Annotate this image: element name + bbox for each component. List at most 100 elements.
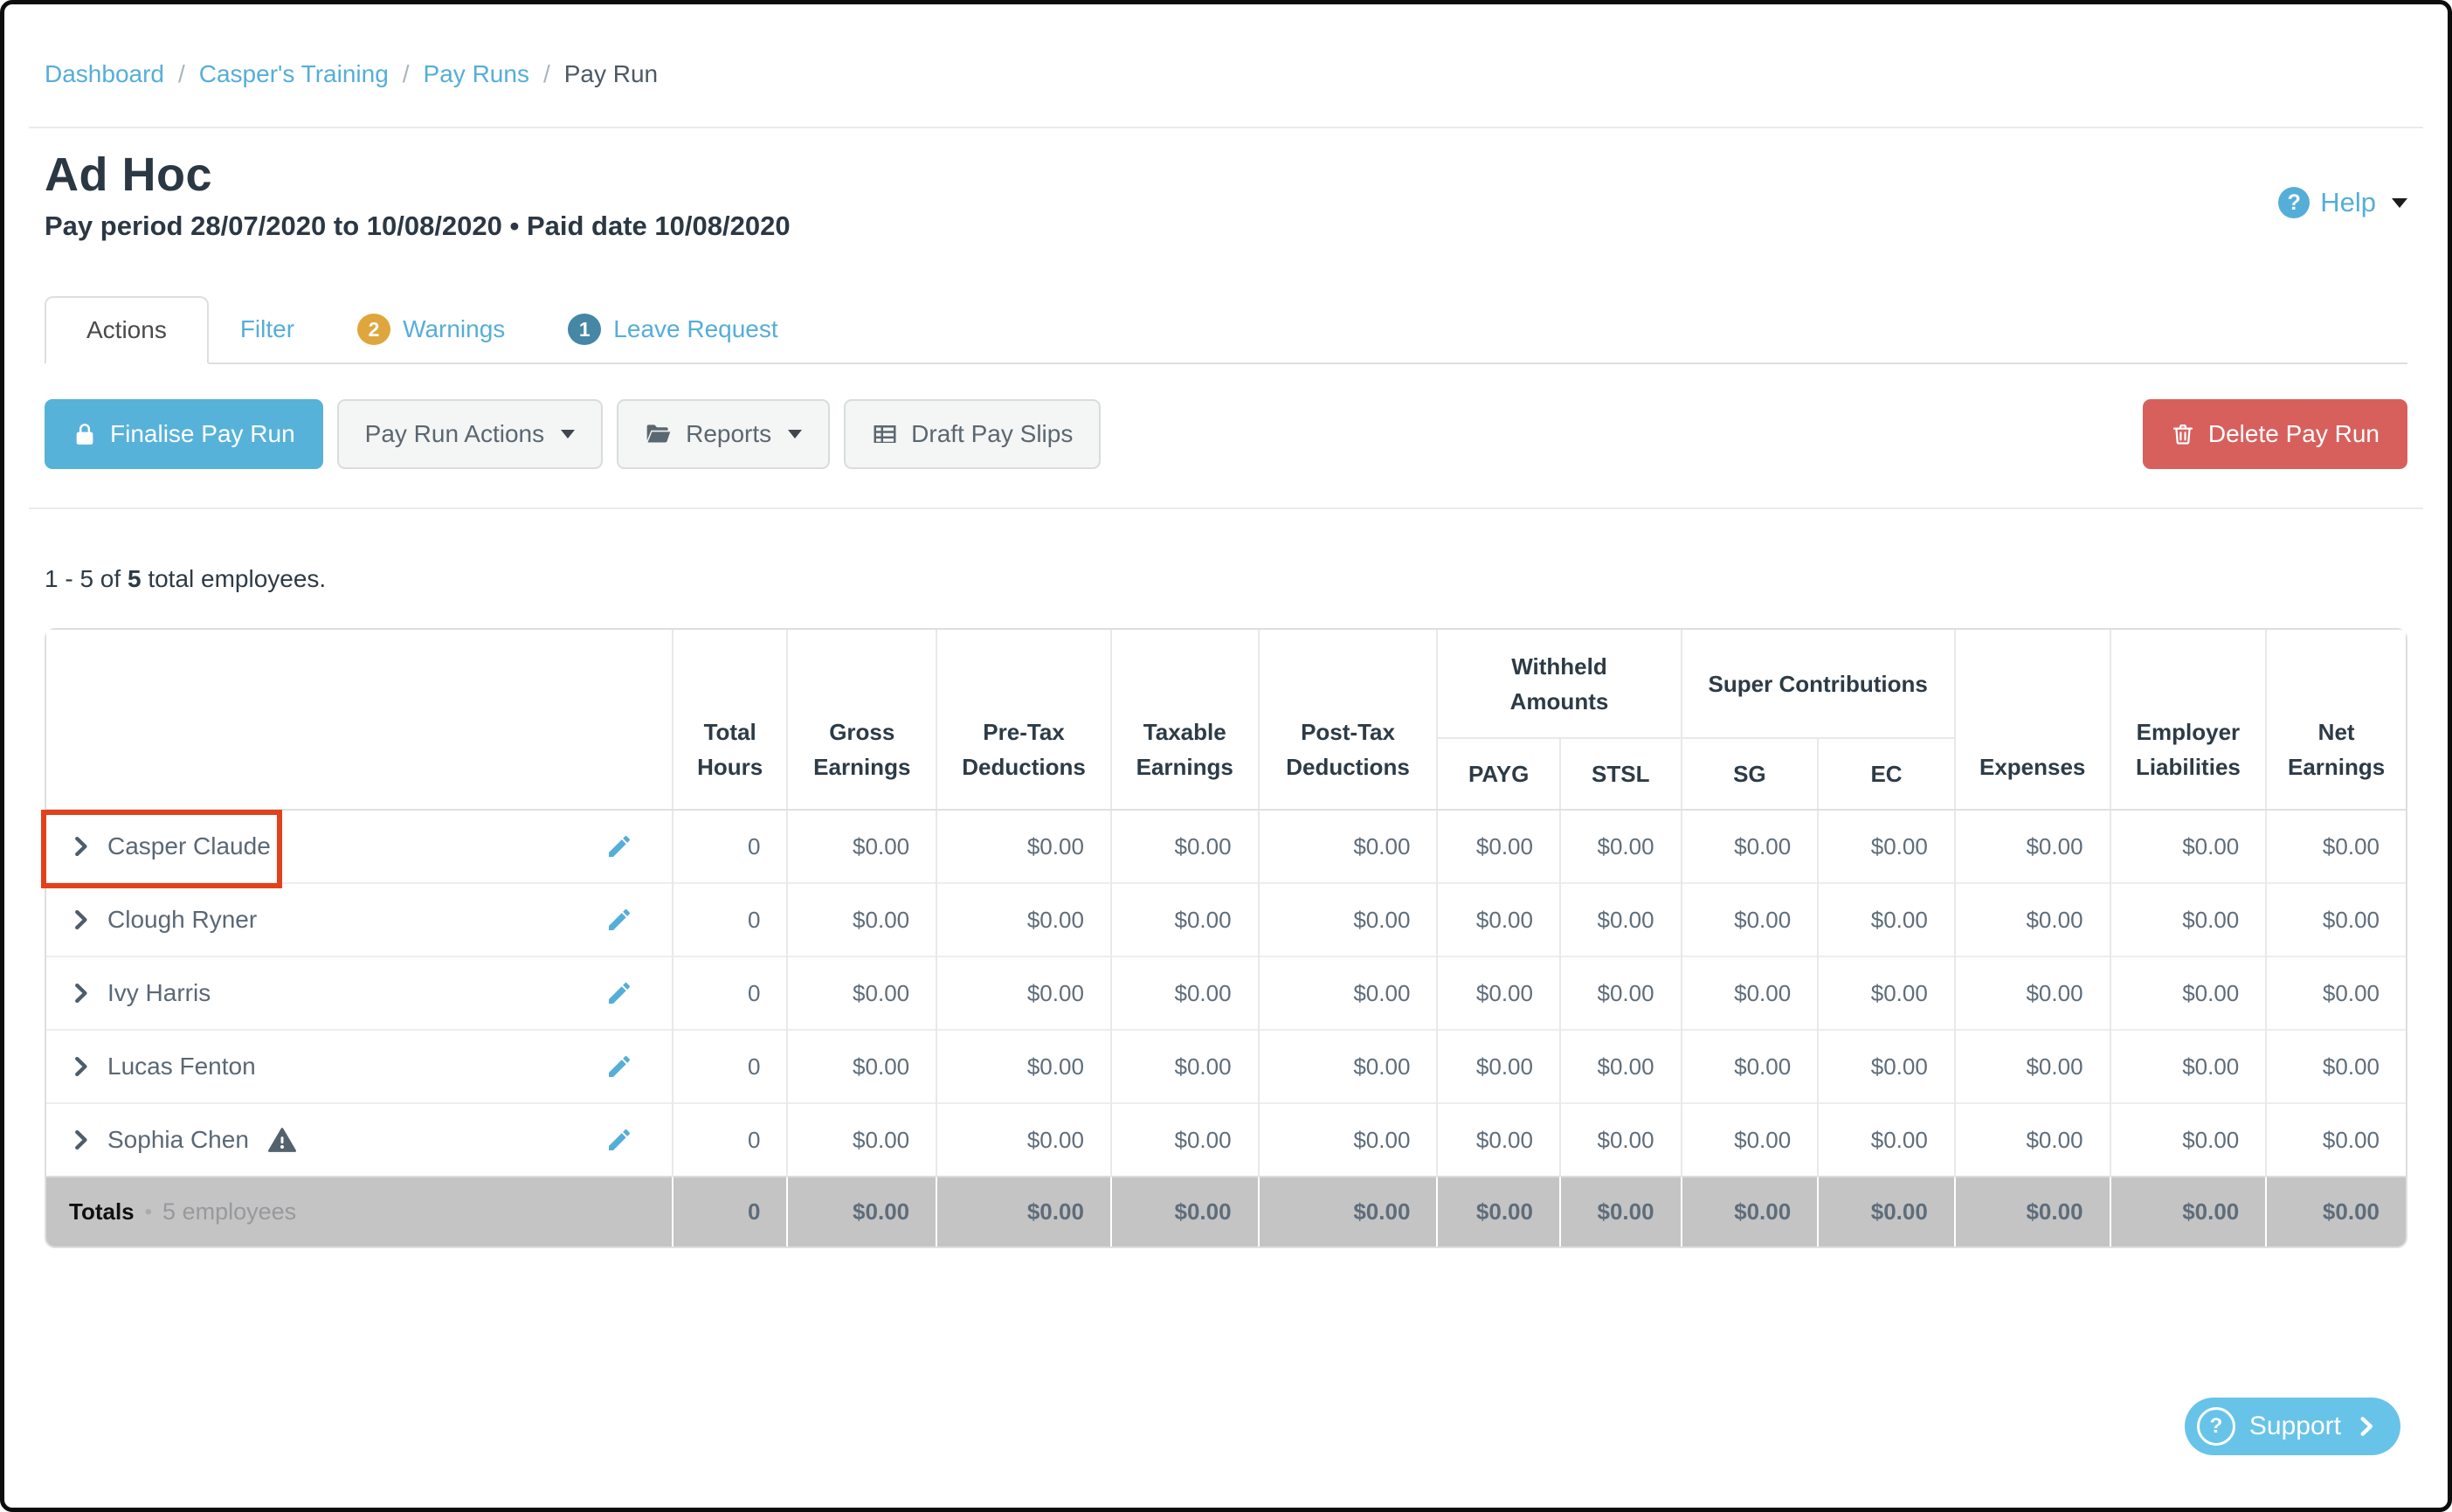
edit-employee-icon[interactable]	[605, 1126, 633, 1154]
value-cell-post-tax-deductions: $0.00	[1257, 1029, 1438, 1103]
value-cell-payg: $0.00	[1436, 1102, 1560, 1177]
employee-name[interactable]: Ivy Harris	[107, 979, 211, 1006]
employee-name-cell: Casper Claude	[46, 810, 673, 883]
value-cell-post-tax-deductions: $0.00	[1257, 1102, 1438, 1177]
employee-name[interactable]: Lucas Fenton	[107, 1053, 256, 1080]
value-cell-total-hours: 0	[671, 810, 788, 883]
value-cell-ec: $0.00	[1817, 882, 1955, 956]
value-cell-net-earnings: $0.00	[2265, 1102, 2406, 1177]
value-cell-net-earnings: $0.00	[2265, 810, 2406, 883]
table-row: Clough Ryner 0 $0.00 $0.00 $0.00 $0.00 $0.00 $0…	[46, 882, 2406, 956]
value-cell-expenses: $0.00	[1953, 1102, 2110, 1177]
totals-value-cell-post-tax-deductions: $0.00	[1257, 1176, 1438, 1246]
tab-label: Filter	[239, 315, 295, 342]
expand-row-icon[interactable]	[69, 835, 92, 858]
value-cell-sg: $0.00	[1680, 882, 1819, 956]
totals-employee-count: 5 employees	[162, 1198, 297, 1225]
column-header-employer-liabilities: Employer Liabilities	[2109, 630, 2267, 811]
tab-leave-request[interactable]: 1 Leave Request	[536, 296, 809, 362]
chevron-down-icon	[561, 430, 576, 438]
value-cell-net-earnings: $0.00	[2265, 882, 2406, 956]
value-cell-taxable-earnings: $0.00	[1109, 1102, 1259, 1177]
totals-label-cell: Totals • 5 employees	[46, 1176, 673, 1246]
value-cell-pre-tax-deductions: $0.00	[936, 1102, 1111, 1177]
value-cell-employer-liabilities: $0.00	[2109, 1029, 2267, 1103]
trash-icon	[2172, 424, 2193, 445]
column-header-ec: EC	[1817, 738, 1955, 811]
value-cell-employer-liabilities: $0.00	[2109, 882, 2267, 956]
totals-value-cell-taxable-earnings: $0.00	[1109, 1176, 1259, 1246]
totals-value-cell-payg: $0.00	[1436, 1176, 1560, 1246]
totals-value-cell-expenses: $0.00	[1953, 1176, 2110, 1246]
totals-row-container: Totals • 5 employees 0 $0.00 $0.00 $0.00 $0.00 $…	[46, 1176, 2406, 1246]
value-cell-ec: $0.00	[1817, 810, 1955, 883]
employee-column-header	[46, 630, 673, 811]
value-cell-post-tax-deductions: $0.00	[1257, 882, 1438, 956]
breadcrumb-item-pay-runs[interactable]: Pay Runs	[423, 60, 529, 87]
tab-actions[interactable]: Actions	[45, 296, 209, 364]
toolbar: Finalise Pay Run Pay Run Actions Reports…	[45, 399, 2407, 469]
tab-filter[interactable]: Filter	[209, 296, 326, 362]
help-menu[interactable]: Help	[2278, 163, 2407, 242]
value-cell-taxable-earnings: $0.00	[1109, 1029, 1259, 1103]
totals-value-cell-total-hours: 0	[671, 1176, 788, 1246]
value-cell-gross-earnings: $0.00	[786, 810, 937, 883]
expand-row-icon[interactable]	[69, 982, 92, 1005]
value-cell-taxable-earnings: $0.00	[1109, 956, 1259, 1030]
value-cell-gross-earnings: $0.00	[786, 882, 937, 956]
employee-name[interactable]: Clough Ryner	[107, 906, 258, 933]
edit-employee-icon[interactable]	[605, 979, 633, 1007]
warnings-count-badge: 2	[357, 314, 391, 345]
value-cell-total-hours: 0	[671, 882, 788, 956]
tab-warnings[interactable]: 2 Warnings	[326, 296, 536, 362]
support-label: Support	[2248, 1412, 2341, 1440]
value-cell-total-hours: 0	[671, 956, 788, 1030]
header-divider	[29, 127, 2423, 128]
totals-value-cell-stsl: $0.00	[1558, 1176, 1682, 1246]
totals-label: Totals	[69, 1198, 135, 1225]
support-question-icon	[2196, 1407, 2235, 1446]
employee-name-cell: Lucas Fenton	[46, 1029, 673, 1103]
breadcrumb-separator: /	[542, 60, 550, 87]
value-cell-sg: $0.00	[1680, 810, 1819, 883]
value-cell-pre-tax-deductions: $0.00	[936, 1029, 1111, 1103]
totals-value-cell-ec: $0.00	[1817, 1176, 1955, 1246]
table-row: Sophia Chen 0 $0.00 $0.00 $0.00 $0.00 $0.00 $0.…	[46, 1102, 2406, 1177]
support-button[interactable]: Support	[2184, 1398, 2400, 1455]
employee-name[interactable]: Casper Claude	[107, 832, 271, 860]
column-header-gross-earnings: Gross Earnings	[786, 630, 937, 811]
value-cell-stsl: $0.00	[1558, 882, 1682, 956]
delete-pay-run-button[interactable]: Delete Pay Run	[2142, 399, 2407, 469]
value-cell-stsl: $0.00	[1558, 1102, 1682, 1177]
leave-request-count-badge: 1	[568, 314, 602, 345]
value-cell-total-hours: 0	[671, 1029, 788, 1103]
toolbar-divider	[29, 507, 2423, 509]
totals-value-cell-gross-earnings: $0.00	[786, 1176, 937, 1246]
expand-row-icon[interactable]	[69, 1055, 92, 1078]
value-cell-net-earnings: $0.00	[2265, 1029, 2406, 1103]
breadcrumb-item-casper-s-training[interactable]: Casper's Training	[198, 60, 389, 87]
expand-row-icon[interactable]	[69, 908, 92, 931]
value-cell-net-earnings: $0.00	[2265, 956, 2406, 1030]
employee-name[interactable]: Sophia Chen	[107, 1126, 249, 1153]
warning-icon	[267, 1126, 296, 1154]
expand-row-icon[interactable]	[69, 1129, 92, 1151]
draft-pay-slips-button[interactable]: Draft Pay Slips	[844, 399, 1102, 469]
value-cell-post-tax-deductions: $0.00	[1257, 956, 1438, 1030]
finalise-pay-run-button[interactable]: Finalise Pay Run	[45, 399, 323, 469]
value-cell-employer-liabilities: $0.00	[2109, 956, 2267, 1030]
totals-row: Totals • 5 employees 0 $0.00 $0.00 $0.00 $0.00 $…	[46, 1176, 2406, 1246]
pay-run-actions-button[interactable]: Pay Run Actions	[336, 399, 604, 469]
value-cell-pre-tax-deductions: $0.00	[936, 882, 1111, 956]
group-header-super-contributions: Super Contributions	[1680, 630, 1955, 739]
breadcrumb-item-dashboard[interactable]: Dashboard	[45, 60, 164, 87]
edit-employee-icon[interactable]	[605, 906, 633, 934]
reports-button[interactable]: Reports	[617, 399, 831, 469]
table-row: Lucas Fenton 0 $0.00 $0.00 $0.00 $0.00 $0.00 $0…	[46, 1029, 2406, 1103]
lock-icon	[76, 424, 93, 445]
edit-employee-icon[interactable]	[605, 832, 633, 860]
breadcrumb: Dashboard / Casper's Training / Pay Runs / Pay…	[45, 60, 2407, 88]
column-header-sg: SG	[1680, 738, 1819, 811]
edit-employee-icon[interactable]	[605, 1053, 633, 1080]
